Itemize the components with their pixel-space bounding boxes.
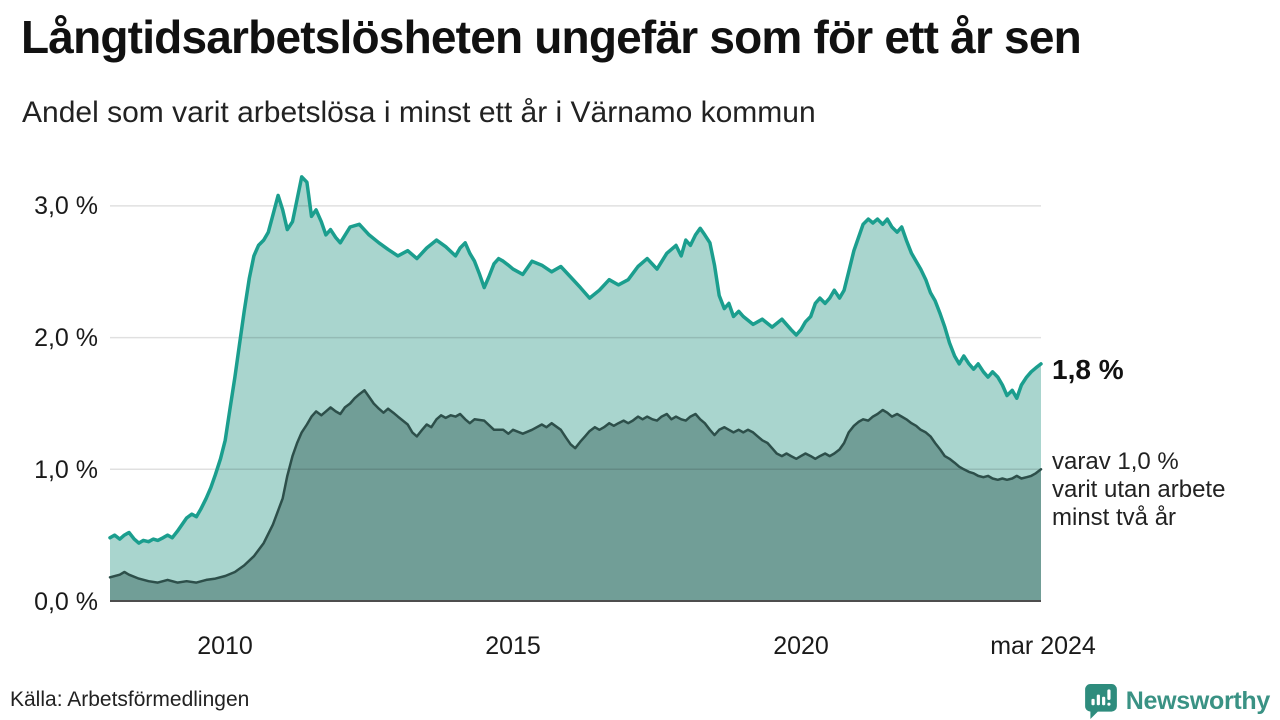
secondary-value-label: varav 1,0 % varit utan arbete minst två … [1052, 448, 1272, 532]
chart-subtitle: Andel som varit arbetslösa i minst ett å… [22, 96, 816, 129]
area-fill-series-1 [110, 390, 1041, 601]
newsworthy-brand: Newsworthy [1084, 682, 1270, 720]
y-axis-tick-2-0: 2,0 % [34, 324, 98, 352]
x-axis-tick-mar-2024: mar 2024 [990, 632, 1096, 660]
line-series-0 [108, 175, 1043, 545]
y-axis-tick-1-0: 1,0 % [34, 456, 98, 484]
secondary-value-line2: varit utan arbete [1052, 476, 1226, 503]
secondary-value-line3: minst två år [1052, 504, 1177, 531]
secondary-value-line1: varav 1,0 % [1052, 448, 1179, 475]
line-series-1 [108, 389, 1043, 584]
page-title: Långtidsarbetslösheten ungefär som för e… [21, 11, 1082, 63]
source-attribution: Källa: Arbetsförmedlingen [10, 688, 250, 711]
newsworthy-brand-text: Newsworthy [1125, 686, 1271, 715]
x-axis-tick-2010: 2010 [197, 632, 253, 660]
newsworthy-speech-bubble-bars-icon [1084, 684, 1117, 719]
x-axis-tick-2020: 2020 [773, 632, 829, 660]
x-axis-tick-2015: 2015 [485, 632, 541, 660]
y-axis-tick-3-0: 3,0 % [34, 192, 98, 220]
y-axis-tick-0-0: 0,0 % [34, 588, 98, 616]
latest-value-label: 1,8 % [1052, 354, 1124, 385]
